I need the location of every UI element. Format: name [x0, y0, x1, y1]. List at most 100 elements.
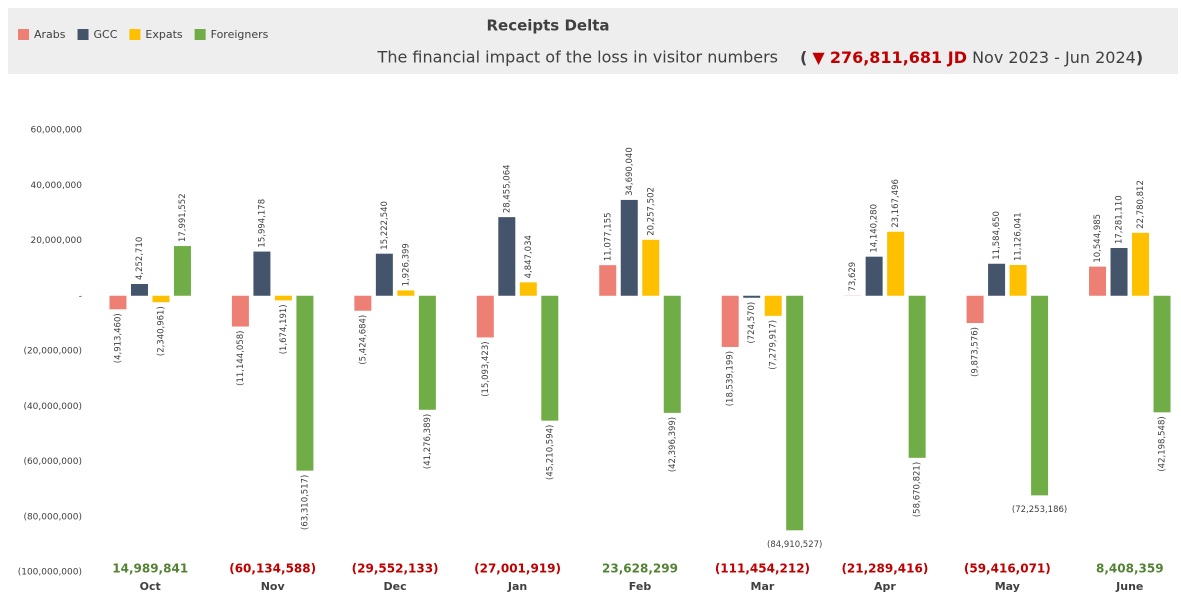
- legend-label: Arabs: [34, 28, 66, 41]
- bar: [865, 256, 883, 296]
- value-label: 4,847,034: [524, 235, 534, 278]
- value-label: 1,926,399: [401, 243, 411, 286]
- value-label: (45,210,594): [545, 425, 555, 480]
- y-tick-label: (60,000,000): [23, 457, 82, 467]
- bar: [130, 284, 148, 296]
- value-label: 17,281,110: [1115, 195, 1125, 244]
- headline-close: ): [1136, 48, 1143, 67]
- bar: [1110, 248, 1128, 296]
- bar: [599, 265, 617, 296]
- bar: [887, 231, 905, 296]
- x-tick-label: Oct: [140, 580, 161, 593]
- value-label: (18,539,199): [726, 351, 736, 406]
- chart-subtitle: The financial impact of the loss in visi…: [377, 48, 778, 67]
- bar: [354, 295, 372, 311]
- headline-amount: 276,811,681 JD: [830, 48, 967, 67]
- bar: [743, 295, 761, 298]
- x-tick-label: Mar: [751, 580, 775, 593]
- headline: ( ▼ 276,811,681 JD Nov 2023 - Jun 2024): [800, 48, 1143, 67]
- value-label: 28,455,064: [502, 164, 512, 213]
- bar: [1089, 266, 1107, 296]
- month-total: (60,134,588): [229, 562, 316, 576]
- y-tick-label: 20,000,000: [30, 236, 82, 246]
- bar: [966, 295, 984, 324]
- legend-label: GCC: [94, 28, 118, 41]
- bar: [397, 290, 415, 296]
- x-tick-label: Feb: [629, 580, 652, 593]
- value-label: (2,340,961): [156, 306, 166, 356]
- header-band: [8, 8, 1178, 74]
- legend-swatch: [129, 29, 141, 40]
- bar: [663, 295, 681, 413]
- value-label: (1,674,191): [279, 304, 289, 354]
- headline-open: (: [800, 48, 807, 67]
- value-label: (42,396,399): [668, 417, 678, 472]
- x-tick-label: Apr: [874, 580, 896, 593]
- value-label: (42,198,548): [1158, 416, 1168, 471]
- bar: [418, 295, 436, 410]
- value-label: (7,279,917): [769, 320, 779, 370]
- value-label: (15,093,423): [481, 341, 491, 396]
- bar: [1009, 265, 1027, 296]
- headline-period: Nov 2023 - Jun 2024: [972, 48, 1136, 67]
- y-tick-label: (80,000,000): [23, 512, 82, 522]
- bar: [908, 295, 926, 458]
- value-label: (11,144,058): [236, 331, 246, 386]
- y-tick-label: (100,000,000): [18, 568, 82, 578]
- month-total: 23,628,299: [602, 562, 678, 576]
- bar: [476, 295, 494, 338]
- value-label: 20,257,502: [646, 187, 656, 236]
- value-label: 34,690,040: [625, 147, 635, 196]
- value-label: 73,629: [848, 262, 858, 292]
- bar: [253, 251, 271, 296]
- month-total: 14,989,841: [112, 562, 188, 576]
- legend-label: Foreigners: [211, 28, 269, 41]
- value-label: 14,140,280: [870, 204, 880, 253]
- month-total: (29,552,133): [352, 562, 439, 576]
- value-label: 11,077,155: [603, 212, 613, 261]
- headline-marker: ▼: [812, 48, 825, 67]
- value-label: (84,910,527): [767, 540, 822, 550]
- bar: [274, 295, 292, 301]
- value-label: (63,310,517): [300, 475, 310, 530]
- bar: [620, 199, 638, 296]
- legend-swatch: [77, 29, 89, 40]
- y-tick-label: -: [79, 291, 82, 301]
- month-total: (59,416,071): [964, 562, 1051, 576]
- bar: [1132, 232, 1150, 296]
- bar: [231, 295, 249, 327]
- bar: [541, 295, 559, 421]
- bar: [764, 295, 782, 316]
- y-tick-label: 40,000,000: [30, 181, 82, 191]
- value-label: 10,544,985: [1093, 214, 1103, 263]
- month-total: (27,001,919): [474, 562, 561, 576]
- bar: [498, 217, 516, 296]
- x-tick-label: Dec: [384, 580, 407, 593]
- value-label: (724,570): [747, 302, 757, 344]
- y-tick-label: (20,000,000): [23, 347, 82, 357]
- bar: [642, 239, 660, 296]
- value-label: 11,126,041: [1014, 212, 1024, 261]
- x-tick-label: June: [1115, 580, 1143, 593]
- legend-swatch: [18, 29, 29, 40]
- value-label: (41,276,389): [423, 414, 433, 469]
- bar: [173, 246, 191, 296]
- x-tick-label: Jan: [507, 580, 527, 593]
- value-label: 4,252,710: [135, 237, 145, 280]
- chart-title: Receipts Delta: [486, 17, 609, 35]
- bar: [1153, 295, 1171, 413]
- bar: [152, 295, 170, 303]
- bar: [988, 263, 1006, 296]
- value-label: 11,584,650: [992, 211, 1002, 260]
- bar: [375, 253, 393, 296]
- value-label: (72,253,186): [1012, 505, 1067, 515]
- bar: [721, 295, 739, 347]
- value-label: (5,424,684): [358, 315, 368, 365]
- y-tick-label: 60,000,000: [30, 126, 82, 136]
- bar: [1031, 295, 1049, 496]
- bar: [109, 295, 127, 310]
- month-total: (21,289,416): [841, 562, 928, 576]
- y-tick-label: (40,000,000): [23, 402, 82, 412]
- value-label: 15,222,540: [380, 201, 390, 250]
